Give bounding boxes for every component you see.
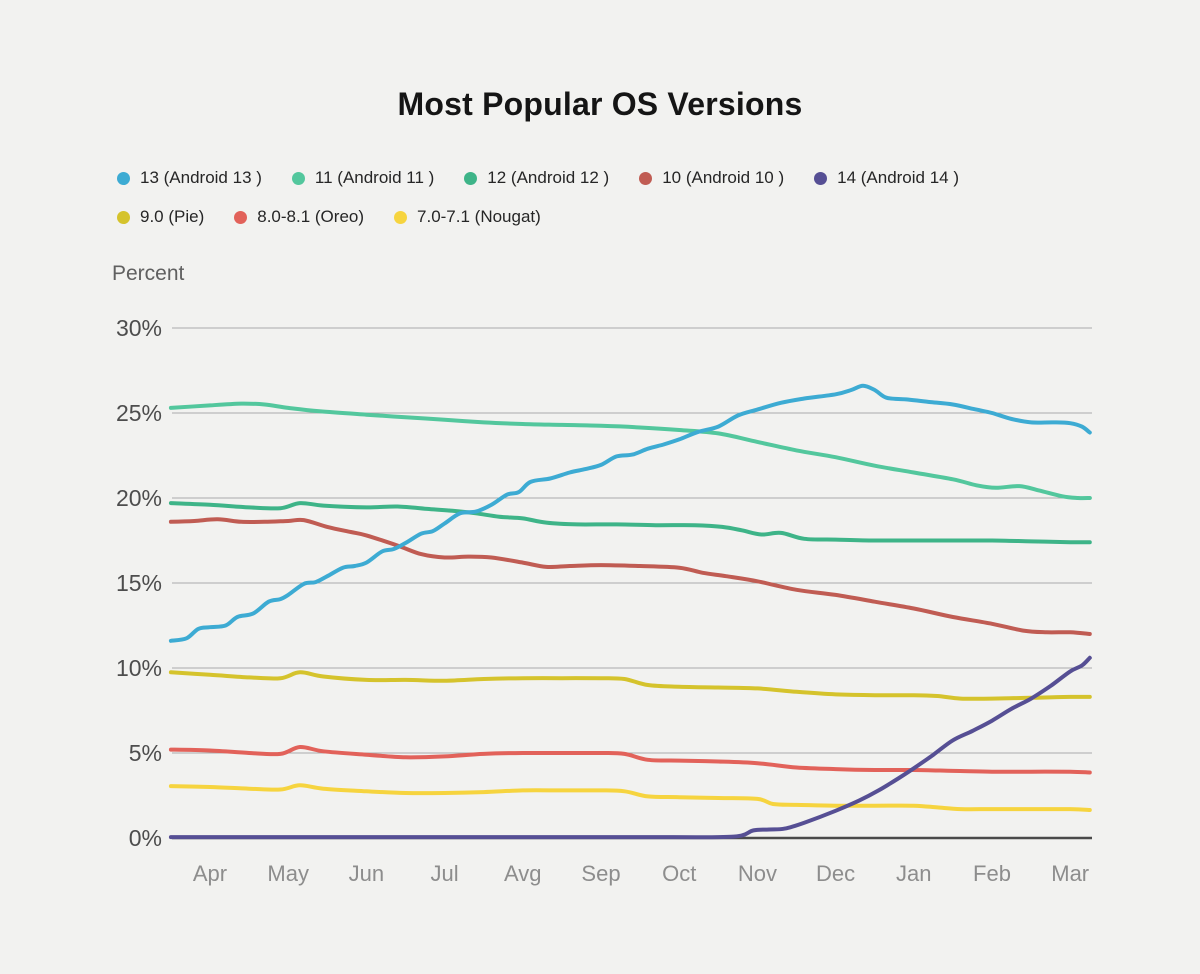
legend-label: 7.0-7.1 (Nougat) bbox=[417, 207, 541, 226]
y-tick-label-5%: 5% bbox=[129, 740, 162, 766]
x-tick-label-jun: Jun bbox=[349, 861, 384, 886]
chart-title: Most Popular OS Versions bbox=[397, 86, 803, 122]
y-tick-label-20%: 20% bbox=[116, 485, 162, 511]
legend-row-2: 9.0 (Pie) 8.0-8.1 (Oreo) 7.0-7.1 (Nougat) bbox=[117, 207, 541, 227]
x-tick-label-feb: Feb bbox=[973, 861, 1011, 886]
series-line-7.0-7.1-nougat bbox=[168, 783, 1092, 812]
x-tick-label-dec: Dec bbox=[816, 861, 855, 886]
series-line-11-android-11 bbox=[168, 401, 1092, 501]
x-tick-label-avg: Avg bbox=[504, 861, 542, 886]
x-tick-label-mar: Mar bbox=[1051, 861, 1089, 886]
legend-item-7.0-7.1-nougat[interactable]: 7.0-7.1 (Nougat) bbox=[394, 207, 541, 227]
legend-label: 8.0-8.1 (Oreo) bbox=[257, 207, 365, 226]
legend-label: 10 (Android 10 ) bbox=[662, 168, 785, 187]
y-axis-title: Percent bbox=[112, 262, 185, 285]
x-tick-label-may: May bbox=[267, 861, 309, 886]
legend-dot-13-android-13 bbox=[117, 171, 130, 185]
y-tick-label-15%: 15% bbox=[116, 570, 162, 596]
legend-item-12-android-12[interactable]: 12 (Android 12 ) bbox=[464, 168, 609, 188]
x-tick-label-nov: Nov bbox=[738, 861, 777, 886]
x-tick-label-sep: Sep bbox=[581, 861, 620, 886]
x-tick-label-jan: Jan bbox=[896, 861, 931, 886]
legend-dot-14-android-14 bbox=[814, 171, 828, 185]
legend-dot-9.0-pie bbox=[117, 210, 130, 224]
x-tick-label-apr: Apr bbox=[193, 861, 227, 886]
x-tick-label-oct: Oct bbox=[662, 861, 696, 886]
series-line-8.0-8.1-oreo bbox=[168, 744, 1092, 775]
legend-dot-8.0-8.1-oreo bbox=[234, 210, 248, 224]
legend-label: 11 (Android 11 ) bbox=[314, 168, 435, 187]
legend-label: 9.0 (Pie) bbox=[140, 207, 205, 226]
x-tick-label-jul: Jul bbox=[431, 861, 459, 886]
series-line-13-android-13 bbox=[168, 383, 1092, 643]
legend-item-11-android-11[interactable]: 11 (Android 11 ) bbox=[291, 168, 435, 188]
y-tick-label-10%: 10% bbox=[116, 655, 162, 681]
legend-row-1: 13 (Android 13 ) 11 (Android 11 ) 12 (Andr… bbox=[117, 168, 959, 188]
y-tick-label-30%: 30% bbox=[116, 315, 162, 341]
legend-item-14-android-14[interactable]: 14 (Android 14 ) bbox=[814, 168, 959, 188]
legend-item-10-android-10[interactable]: 10 (Android 10 ) bbox=[639, 168, 784, 188]
y-tick-label-0%: 0% bbox=[129, 825, 162, 851]
legend-dot-12-android-12 bbox=[464, 171, 478, 185]
legend-item-8.0-8.1-oreo[interactable]: 8.0-8.1 (Oreo) bbox=[234, 207, 364, 227]
series-line-10-android-10 bbox=[168, 517, 1092, 636]
legend-label: 13 (Android 13 ) bbox=[140, 168, 262, 187]
legend-dot-7.0-7.1-nougat bbox=[394, 210, 408, 224]
legend-item-13-android-13[interactable]: 13 (Android 13 ) bbox=[117, 168, 262, 188]
series-line-9.0-pie bbox=[168, 670, 1092, 701]
legend-dot-10-android-10 bbox=[639, 171, 653, 185]
series-line-12-android-12 bbox=[168, 501, 1092, 545]
legend-item-9.0-pie[interactable]: 9.0 (Pie) bbox=[117, 207, 204, 227]
legend-label: 12 (Android 12 ) bbox=[487, 168, 610, 187]
y-tick-label-25%: 25% bbox=[116, 400, 162, 426]
legend-dot-11-android-11 bbox=[291, 171, 305, 185]
legend-label: 14 (Android 14 ) bbox=[837, 168, 960, 187]
series-line-14-android-14 bbox=[168, 655, 1092, 840]
